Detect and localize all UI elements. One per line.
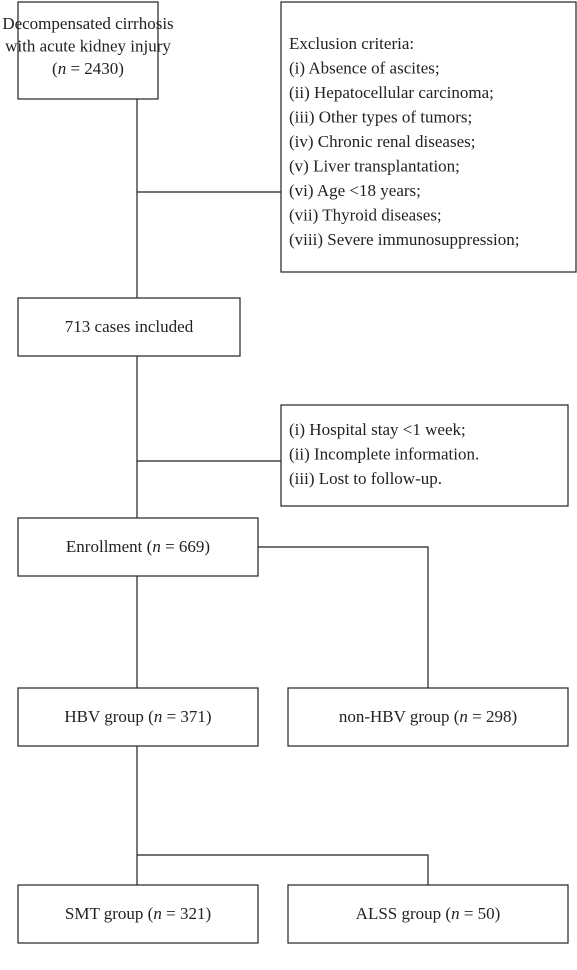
text-segment: = 669) — [161, 537, 210, 556]
text-segment: ALSS group ( — [356, 904, 452, 923]
text-segment: HBV group ( — [64, 707, 154, 726]
box-text: (i) Absence of ascites; — [289, 58, 440, 77]
text-segment: (vii) Thyroid diseases; — [289, 205, 442, 224]
flow-box: (i) Hospital stay <1 week; (ii) Incomplet… — [280, 404, 569, 507]
text-segment: Exclusion criteria: — [289, 34, 414, 53]
box-text: Enrollment (n = 669) — [66, 537, 210, 556]
box-text: (vi) Age <18 years; — [289, 181, 421, 200]
flow-box: ALSS group (n = 50) — [287, 884, 569, 944]
text-segment: n — [153, 904, 162, 923]
box-text: (ii) Incomplete information. — [289, 444, 479, 463]
box — [17, 517, 259, 577]
box-text: (n = 2430) — [52, 59, 124, 78]
text-segment: (iii) Lost to follow-up. — [289, 469, 442, 488]
box-text: (iii) Lost to follow-up. — [289, 469, 442, 488]
flow-box: Enrollment (n = 669) — [17, 517, 259, 577]
text-segment: = 50) — [460, 904, 501, 923]
box-text: non-HBV group (n = 298) — [339, 707, 517, 726]
text-segment: ( — [52, 59, 58, 78]
text-segment: (ii) Hepatocellular carcinoma; — [289, 83, 494, 102]
text-segment: (iii) Other types of tumors; — [289, 107, 472, 126]
box-text: HBV group (n = 371) — [64, 707, 211, 726]
box-text: SMT group (n = 321) — [65, 904, 211, 923]
box-text: Decompensated cirrhosis — [2, 14, 173, 33]
box-text: (vii) Thyroid diseases; — [289, 205, 442, 224]
box-text: 713 cases included — [65, 317, 194, 336]
box-text: ALSS group (n = 50) — [356, 904, 501, 923]
text-segment: n — [154, 707, 163, 726]
text-segment: n — [152, 537, 161, 556]
flow-box: non-HBV group (n = 298) — [287, 687, 569, 747]
text-segment: (vi) Age <18 years; — [289, 181, 421, 200]
text-segment: 713 cases included — [65, 317, 194, 336]
text-segment: Decompensated cirrhosis — [2, 14, 173, 33]
flow-box: Exclusion criteria: (i) Absence of ascite… — [280, 1, 577, 273]
box-text: with acute kidney injury — [5, 36, 171, 55]
text-segment: n — [459, 707, 468, 726]
text-segment: (i) Hospital stay <1 week; — [289, 420, 466, 439]
flow-box: SMT group (n = 321) — [17, 884, 259, 944]
text-segment: = 321) — [162, 904, 211, 923]
box-text: (iii) Other types of tumors; — [289, 107, 472, 126]
text-segment: non-HBV group ( — [339, 707, 460, 726]
box-text: (viii) Severe immunosuppression; — [289, 230, 519, 249]
flow-box: Decompensated cirrhosis with acute kidney… — [2, 1, 174, 100]
text-segment: = 298) — [468, 707, 517, 726]
box — [17, 1, 159, 100]
box-text: (v) Liver transplantation; — [289, 156, 460, 175]
flow-box: HBV group (n = 371) — [17, 687, 259, 747]
box — [17, 884, 259, 944]
text-segment: (iv) Chronic renal diseases; — [289, 132, 475, 151]
box — [287, 687, 569, 747]
box-text: Exclusion criteria: — [289, 34, 414, 53]
box-text: (iv) Chronic renal diseases; — [289, 132, 475, 151]
box — [280, 404, 569, 507]
text-segment: Enrollment ( — [66, 537, 153, 556]
connectors — [136, 99, 429, 885]
box-text: (i) Hospital stay <1 week; — [289, 420, 466, 439]
text-segment: (i) Absence of ascites; — [289, 58, 440, 77]
box — [280, 1, 577, 273]
text-segment: n — [58, 59, 67, 78]
text-segment: = 2430) — [66, 59, 124, 78]
text-segment: n — [451, 904, 460, 923]
box — [287, 884, 569, 944]
connector — [137, 854, 429, 885]
flow-box: 713 cases included — [17, 297, 241, 357]
box-text: (ii) Hepatocellular carcinoma; — [289, 83, 494, 102]
connector — [258, 546, 429, 688]
text-segment: = 371) — [162, 707, 211, 726]
text-segment: (v) Liver transplantation; — [289, 156, 460, 175]
box — [17, 297, 241, 357]
text-segment: (ii) Incomplete information. — [289, 444, 479, 463]
text-segment: SMT group ( — [65, 904, 154, 923]
box — [17, 687, 259, 747]
text-segment: (viii) Severe immunosuppression; — [289, 230, 519, 249]
text-segment: with acute kidney injury — [5, 36, 171, 55]
